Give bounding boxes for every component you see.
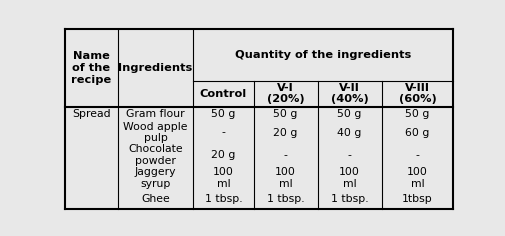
- Text: 100
ml: 100 ml: [338, 167, 360, 189]
- Text: Name
of the
recipe: Name of the recipe: [71, 51, 111, 84]
- Text: -: -: [283, 150, 287, 160]
- Text: Quantity of the ingredients: Quantity of the ingredients: [235, 50, 411, 60]
- Text: 100
ml: 100 ml: [407, 167, 427, 189]
- Text: V-III
(60%): V-III (60%): [398, 83, 435, 104]
- Text: 20 g: 20 g: [273, 128, 297, 138]
- Text: 1 tbsp.: 1 tbsp.: [204, 194, 242, 204]
- Text: V-I
(20%): V-I (20%): [266, 83, 304, 104]
- Text: Ingredients: Ingredients: [118, 63, 192, 73]
- Text: Gram flour: Gram flour: [126, 109, 184, 119]
- Text: Spread: Spread: [72, 109, 111, 119]
- Text: 20 g: 20 g: [211, 150, 235, 160]
- Text: Control: Control: [199, 88, 246, 99]
- Text: Wood apple
pulp: Wood apple pulp: [123, 122, 187, 143]
- Text: -: -: [347, 150, 351, 160]
- Text: V-II
(40%): V-II (40%): [330, 83, 368, 104]
- Text: 40 g: 40 g: [337, 128, 361, 138]
- Text: -: -: [221, 128, 225, 138]
- Text: -: -: [415, 150, 419, 160]
- Text: 1 tbsp.: 1 tbsp.: [266, 194, 304, 204]
- Text: 50 g: 50 g: [211, 109, 235, 119]
- Text: 100
ml: 100 ml: [275, 167, 295, 189]
- Text: Chocolate
powder: Chocolate powder: [128, 144, 182, 166]
- Text: 100
ml: 100 ml: [213, 167, 233, 189]
- Text: 50 g: 50 g: [337, 109, 361, 119]
- Text: 60 g: 60 g: [405, 128, 429, 138]
- Text: Ghee: Ghee: [141, 194, 170, 204]
- Text: Jaggery
syrup: Jaggery syrup: [134, 167, 176, 189]
- Text: 50 g: 50 g: [273, 109, 297, 119]
- Text: 1 tbsp.: 1 tbsp.: [330, 194, 368, 204]
- Text: 50 g: 50 g: [405, 109, 429, 119]
- Text: 1tbsp: 1tbsp: [401, 194, 432, 204]
